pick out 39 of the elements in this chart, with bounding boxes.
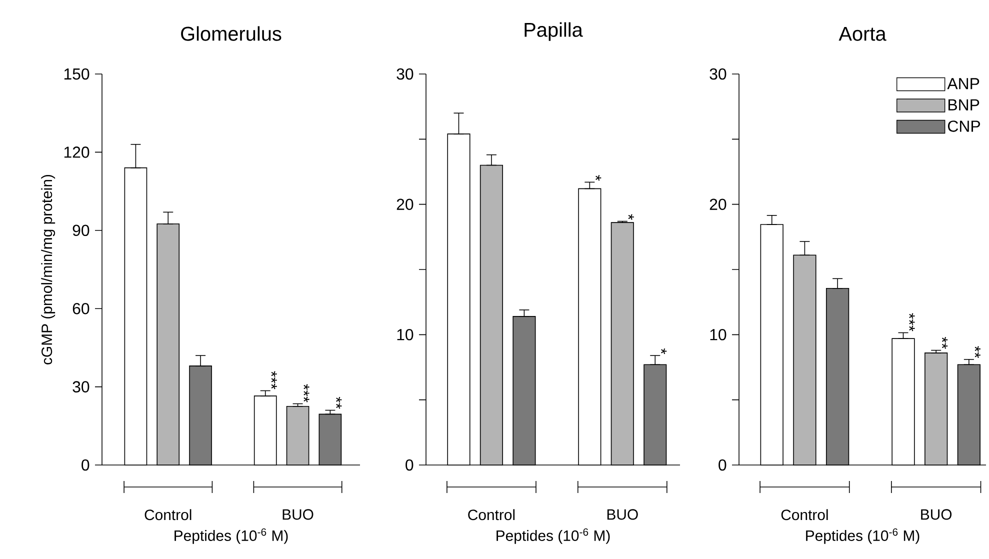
x-axis-title: Peptides (10$^{-6}$ M) xyxy=(806,528,920,544)
y-tick-label: 0 xyxy=(406,459,414,471)
y-tick-label: 30 xyxy=(396,68,414,80)
y-tick-label: 0 xyxy=(82,459,90,471)
x-tick-label: BUO xyxy=(607,509,638,520)
x-axis-title: Peptides (10$^{-6}$ M) xyxy=(174,528,288,544)
chart-title: Aorta xyxy=(838,26,886,41)
x-tick-label: BUO xyxy=(282,509,314,520)
y-tick-label: 90 xyxy=(72,224,90,236)
y-tick-label: 120 xyxy=(64,146,90,158)
x-tick-label: BUO xyxy=(921,509,952,520)
chart-title: Glomerulus xyxy=(181,26,282,41)
y-tick-label: 30 xyxy=(72,381,90,392)
y-tick-label: 20 xyxy=(710,198,726,210)
y-axis-title: cGMP (pmol/min/mg protein) xyxy=(41,174,56,364)
legend-label: CNP xyxy=(948,120,980,132)
x-axis-title: Peptides (10$^{-6}$ M) xyxy=(496,528,610,544)
y-tick-label: 10 xyxy=(710,329,726,340)
data-label: ** xyxy=(974,346,980,358)
x-tick-label: Control xyxy=(144,509,192,520)
legend-label: ANP xyxy=(947,78,980,90)
data-label: ** xyxy=(942,336,948,349)
data-label: *** xyxy=(271,371,277,390)
data-label: *** xyxy=(909,313,915,332)
data-label: * xyxy=(628,214,634,220)
data-label: * xyxy=(596,175,602,181)
y-tick-label: 60 xyxy=(72,302,90,314)
x-tick-label: Control xyxy=(468,509,515,520)
y-tick-label: 150 xyxy=(64,68,90,80)
y-tick-label: 30 xyxy=(710,68,726,80)
y-tick-label: 0 xyxy=(718,459,726,471)
y-tick-label: 20 xyxy=(396,198,414,210)
y-tick-label: 10 xyxy=(397,329,414,340)
legend-label: BNP xyxy=(948,99,980,110)
data-label: *** xyxy=(304,384,310,402)
data-label: ** xyxy=(336,396,342,409)
data-label: * xyxy=(661,348,667,354)
x-tick-label: Control xyxy=(781,509,828,520)
chart-title: Papilla xyxy=(524,22,583,41)
